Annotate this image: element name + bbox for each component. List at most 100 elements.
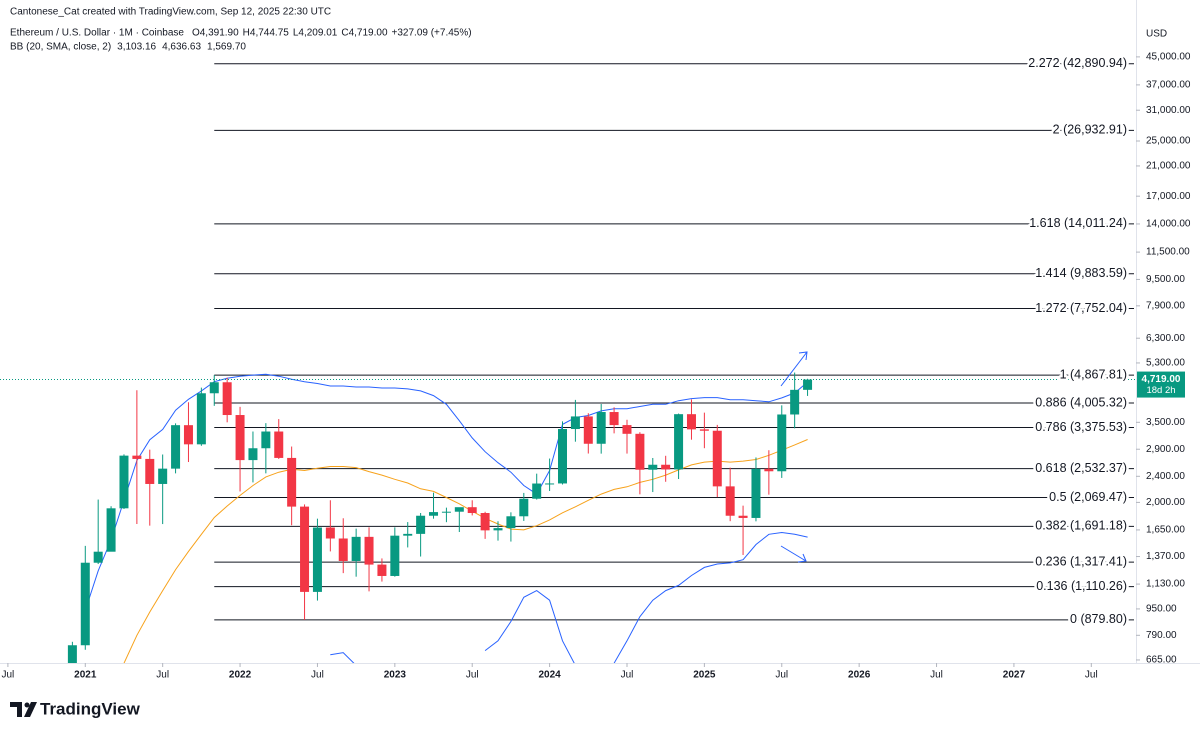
candle-body xyxy=(145,458,155,484)
y-tick-label: 1,130.00 xyxy=(1146,579,1185,590)
candle-body xyxy=(790,389,800,415)
last-price-box xyxy=(1137,371,1185,398)
candle-body xyxy=(661,464,671,470)
y-tick-label: 9,500.00 xyxy=(1146,274,1185,285)
ohlc-label: C xyxy=(341,28,348,39)
x-tick-label: 2022 xyxy=(229,670,252,681)
band-line xyxy=(123,439,808,663)
x-tick-label: 2024 xyxy=(538,670,561,681)
x-tick-label: Jul xyxy=(1,670,14,681)
y-tick-label: 5,300.00 xyxy=(1146,358,1185,369)
x-tick-label: Jul xyxy=(775,670,788,681)
y-tick-label: 790.00 xyxy=(1146,630,1177,641)
candle-body xyxy=(93,551,103,563)
fib-label: 0.5 (2,069.47) xyxy=(1049,490,1127,504)
fib-label: 2.272 (42,890.94) xyxy=(1028,56,1127,70)
x-tick-label: Jul xyxy=(1085,670,1098,681)
x-tick-label: 2026 xyxy=(848,670,871,681)
candle-body xyxy=(300,506,310,592)
x-tick-label: 2021 xyxy=(74,670,97,681)
candle-body xyxy=(287,457,297,507)
source-note: Cantonese_Cat created with TradingView.c… xyxy=(10,7,331,18)
x-tick-label: Jul xyxy=(621,670,634,681)
y-tick-label: 17,000.00 xyxy=(1146,191,1191,202)
candle-body xyxy=(532,483,542,499)
candle-body xyxy=(803,379,813,390)
candle-body xyxy=(570,416,580,430)
candle-body xyxy=(519,498,529,517)
ohlc-value: 4,209.01 xyxy=(298,28,337,39)
x-tick-label: 2027 xyxy=(1003,670,1026,681)
logo-dot xyxy=(24,702,30,708)
logo: TradingView xyxy=(10,699,141,718)
x-tick-label: 2023 xyxy=(384,670,407,681)
candle-body xyxy=(261,431,271,449)
candle-body xyxy=(183,425,193,445)
candle-body xyxy=(545,483,555,485)
y-tick-label: 31,000.00 xyxy=(1146,105,1191,116)
y-tick-label: 1,370.00 xyxy=(1146,551,1185,562)
candle-body xyxy=(429,512,439,516)
candle-body xyxy=(377,564,387,576)
y-tick-label: 14,000.00 xyxy=(1146,219,1191,230)
ohlc-label: L xyxy=(293,28,299,39)
candle-body xyxy=(622,425,632,434)
symbol: Ethereum / U.S. Dollar · 1M · Coinbase xyxy=(10,28,184,39)
x-tick-label: Jul xyxy=(466,670,479,681)
fib-label: 0.236 (1,317.41) xyxy=(1035,554,1127,568)
candle-body xyxy=(274,431,284,458)
candle-body xyxy=(493,528,503,531)
fib-label: 0.886 (4,005.32) xyxy=(1035,395,1127,409)
candle-body xyxy=(648,464,658,470)
band-line xyxy=(330,531,808,663)
indicator-label: BB (20, SMA, close, 2) xyxy=(10,42,111,53)
candle-body xyxy=(467,507,477,514)
countdown: 18d 2h xyxy=(1146,385,1175,396)
x-tick-label: Jul xyxy=(156,670,169,681)
currency: USD xyxy=(1146,29,1167,40)
candle-body xyxy=(248,448,258,461)
x-tick-label: 2025 xyxy=(693,670,716,681)
candle-body xyxy=(171,425,181,469)
ohlc-label: O xyxy=(192,28,200,39)
y-tick-label: 950.00 xyxy=(1146,604,1177,615)
change: +327.09 (+7.45%) xyxy=(392,28,472,39)
candle-body xyxy=(777,414,787,472)
ohlc-value: 4,744.75 xyxy=(250,28,289,39)
candle-body xyxy=(454,507,464,512)
candle-body xyxy=(596,412,606,444)
candle-body xyxy=(158,468,168,484)
candle-body xyxy=(132,455,142,459)
y-tick-label: 2,400.00 xyxy=(1146,471,1185,482)
candle-body xyxy=(764,468,774,472)
y-tick-label: 25,000.00 xyxy=(1146,136,1191,147)
candle-body xyxy=(196,393,206,445)
y-tick-label: 21,000.00 xyxy=(1146,161,1191,172)
fib-label: 0.136 (1,110.26) xyxy=(1036,579,1127,593)
indicator-value: 4,636.63 xyxy=(162,42,201,53)
candle-body xyxy=(106,508,116,552)
candle-body xyxy=(751,468,761,518)
candle-body xyxy=(338,538,348,561)
candle-body xyxy=(558,429,567,484)
fib-label: 1.414 (9,883.59) xyxy=(1035,266,1127,280)
candle-body xyxy=(686,414,696,430)
candle-body xyxy=(67,645,77,663)
y-tick-label: 45,000.00 xyxy=(1146,52,1191,63)
candle-body xyxy=(80,562,90,646)
fib-label: 0.382 (1,691.18) xyxy=(1035,519,1127,533)
candle-body xyxy=(441,511,451,513)
ohlc-value: 4,391.90 xyxy=(200,28,239,39)
trend-arrows xyxy=(780,351,808,563)
candle-body xyxy=(635,433,645,470)
x-tick-label: Jul xyxy=(311,670,324,681)
y-tick-label: 665.00 xyxy=(1146,655,1177,666)
ohlc-value: 4,719.00 xyxy=(349,28,388,39)
indicator-value: 3,103.16 xyxy=(117,42,156,53)
candle-body xyxy=(583,416,593,444)
candle-body xyxy=(609,412,619,426)
y-tick-label: 2,000.00 xyxy=(1146,497,1185,508)
candle-body xyxy=(738,515,748,518)
y-tick-label: 1,650.00 xyxy=(1146,525,1185,536)
y-tick-label: 11,500.00 xyxy=(1146,247,1190,258)
